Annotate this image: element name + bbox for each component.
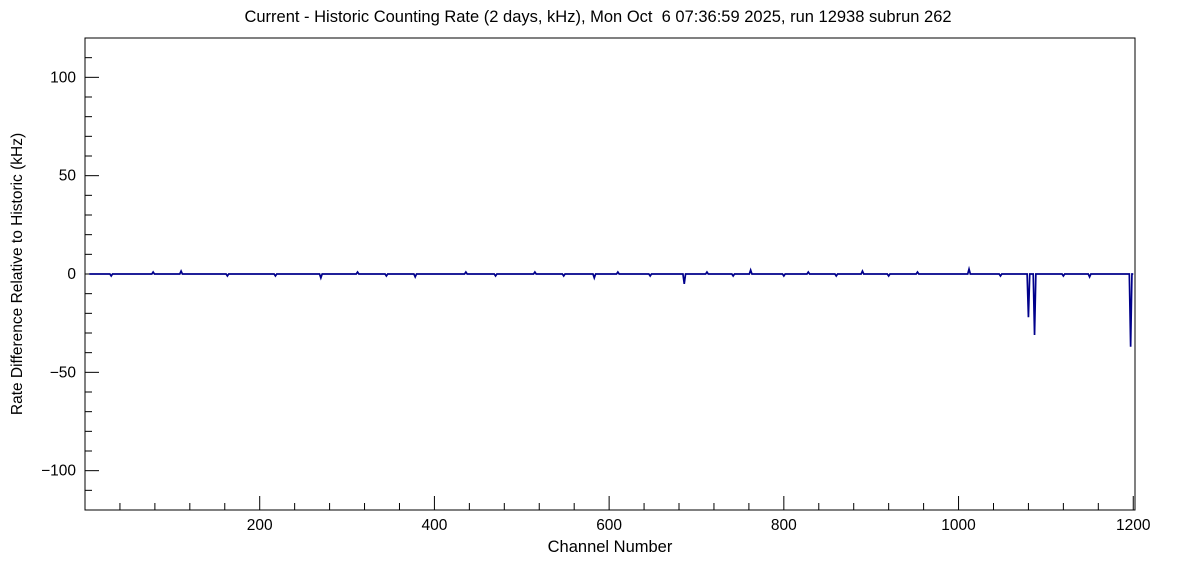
x-tick-label: 600	[596, 517, 622, 534]
y-tick-label: 0	[67, 266, 76, 283]
chart-title: Current - Historic Counting Rate (2 days…	[244, 8, 952, 26]
y-tick-label: 50	[59, 168, 77, 185]
y-tick-label: −50	[50, 364, 77, 381]
x-tick-label: 1200	[1116, 517, 1151, 534]
y-tick-label: −100	[41, 463, 76, 480]
y-tick-label: 100	[50, 69, 76, 86]
x-tick-label: 800	[771, 517, 797, 534]
x-axis-label: Channel Number	[547, 538, 673, 556]
x-tick-label: 1000	[941, 517, 976, 534]
rate-difference-line	[89, 265, 1134, 347]
x-tick-label: 400	[421, 517, 447, 534]
x-tick-label: 200	[247, 517, 273, 534]
